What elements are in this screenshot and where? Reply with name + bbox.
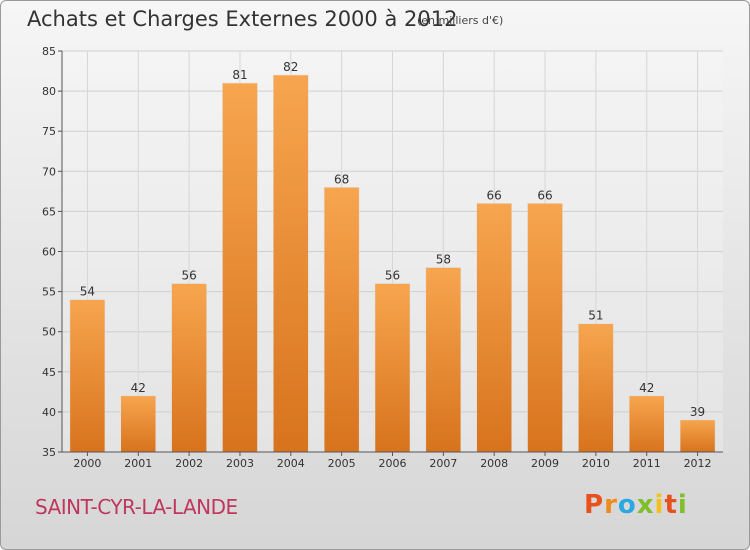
- x-tick-label: 2007: [429, 457, 457, 470]
- y-tick-label: 85: [42, 45, 56, 58]
- bar-2008[interactable]: [476, 203, 512, 453]
- bar-2001[interactable]: [120, 395, 157, 453]
- bar-2011[interactable]: [628, 395, 665, 453]
- x-tick-label: 2009: [531, 457, 559, 470]
- x-tick-label: 2005: [328, 457, 356, 470]
- x-tick-label: 2010: [582, 457, 610, 470]
- x-tick-label: 2002: [175, 457, 203, 470]
- y-tick-label: 50: [42, 326, 56, 339]
- logo-letter: t: [664, 490, 678, 520]
- y-tick-label: 70: [42, 165, 56, 178]
- bars-layer: 54 42 56 81 82 68 56 58 66 66 51 42 39: [69, 60, 716, 453]
- logo-letter: x: [636, 490, 655, 520]
- bar-2003[interactable]: [222, 82, 258, 453]
- x-tick-label: 2012: [684, 457, 712, 470]
- bar-value-label: 66: [537, 188, 552, 202]
- logo-letter: i: [677, 490, 688, 520]
- bar-2006[interactable]: [374, 283, 411, 453]
- chart-unit: (en milliers d'€): [417, 14, 504, 27]
- bar-value-label: 56: [181, 269, 196, 283]
- y-tick-label: 45: [42, 366, 56, 379]
- chart-title: Achats et Charges Externes 2000 à 2012: [27, 7, 458, 31]
- bar-value-label: 68: [334, 172, 349, 186]
- bar-2005[interactable]: [323, 187, 360, 453]
- bar-value-label: 51: [588, 309, 603, 323]
- bar-2009[interactable]: [527, 203, 563, 453]
- y-tick-label: 60: [42, 246, 56, 259]
- bar-value-label: 42: [131, 381, 146, 395]
- x-tick-label: 2001: [124, 457, 152, 470]
- bar-value-label: 82: [283, 60, 298, 74]
- x-tick-label: 2006: [379, 457, 407, 470]
- bar-value-label: 58: [436, 253, 451, 267]
- logo-letter: P: [584, 490, 605, 520]
- y-tick-label: 75: [42, 125, 56, 138]
- bar-value-label: 81: [232, 68, 247, 82]
- axis-layer: 35 40 45 50 55 60 65 70 75 80 85 2000 2001 2002 2003 20…: [42, 45, 723, 470]
- x-tick-label: 2004: [277, 457, 305, 470]
- bar-value-label: 66: [487, 188, 502, 202]
- y-tick-label: 80: [42, 85, 56, 98]
- x-tick-label: 2000: [73, 457, 101, 470]
- bar-2007[interactable]: [425, 267, 462, 453]
- y-tick-label: 55: [42, 286, 56, 299]
- logo-letter: i: [654, 490, 665, 520]
- logo-letter: r: [604, 490, 618, 520]
- bar-2000[interactable]: [69, 299, 106, 453]
- proxiti-logo[interactable]: Proxiti: [584, 490, 688, 520]
- logo-letter: o: [617, 490, 637, 520]
- bar-2012[interactable]: [679, 419, 716, 453]
- bar-2004[interactable]: [273, 74, 309, 453]
- bar-value-label: 42: [639, 381, 654, 395]
- bar-2002[interactable]: [171, 283, 207, 453]
- bar-2010[interactable]: [578, 323, 614, 453]
- bar-value-label: 54: [80, 285, 95, 299]
- y-tick-label: 65: [42, 205, 56, 218]
- y-tick-label: 40: [42, 406, 56, 419]
- x-tick-label: 2003: [226, 457, 254, 470]
- y-tick-label: 35: [42, 446, 56, 459]
- bar-value-label: 39: [690, 405, 705, 419]
- town-name: SAINT-CYR-LA-LANDE: [35, 495, 238, 519]
- x-tick-label: 2008: [480, 457, 508, 470]
- bar-value-label: 56: [385, 269, 400, 283]
- x-tick-label: 2011: [633, 457, 661, 470]
